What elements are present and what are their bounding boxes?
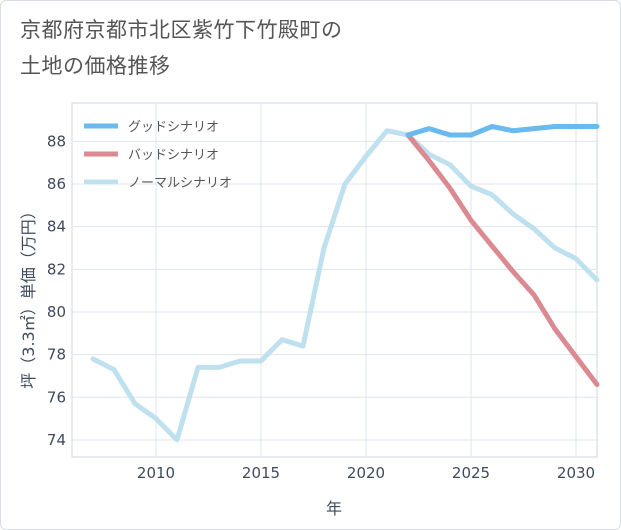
x-tick-label-2030: 2030 — [557, 464, 595, 482]
chart-title-line-1: 京都府京都市北区紫竹下竹殿町の — [20, 18, 343, 42]
x-tick-label-2020: 2020 — [347, 464, 385, 482]
series-line-2 — [90, 128, 600, 443]
legend-label-0: グッドシナリオ — [128, 120, 219, 135]
legend-label-1: バッドシナリオ — [128, 148, 219, 163]
series-lines — [90, 124, 600, 443]
series-line-1 — [405, 132, 600, 387]
y-axis-title: 坪（3.3㎡）単価（万円） — [19, 203, 38, 388]
y-tick-label-84: 84 — [47, 218, 66, 236]
x-axis-title: 年 — [326, 499, 342, 518]
x-tick-label-2025: 2025 — [452, 464, 490, 482]
y-tick-label-78: 78 — [47, 346, 66, 364]
y-tick-label-86: 86 — [47, 175, 66, 193]
y-ticks: 74 76 78 80 82 84 86 88 — [47, 132, 66, 449]
y-tick-label-82: 82 — [47, 260, 66, 278]
legend-label-2: ノーマルシナリオ — [128, 176, 232, 191]
chart-title: 京都府京都市北区紫竹下竹殿町の 土地の価格推移 — [20, 12, 343, 84]
series-line-0 — [405, 124, 600, 138]
x-tick-label-2015: 2015 — [242, 464, 280, 482]
y-tick-label-76: 76 — [47, 388, 66, 406]
y-tick-label-88: 88 — [47, 132, 66, 150]
plot-area — [71, 102, 598, 458]
x-tick-label-2010: 2010 — [137, 464, 175, 482]
y-tick-label-74: 74 — [47, 431, 66, 449]
y-tick-label-80: 80 — [47, 303, 66, 321]
x-ticks: 2010 2015 2020 2025 2030 — [137, 464, 595, 482]
chart-title-line-2: 土地の価格推移 — [20, 54, 171, 78]
